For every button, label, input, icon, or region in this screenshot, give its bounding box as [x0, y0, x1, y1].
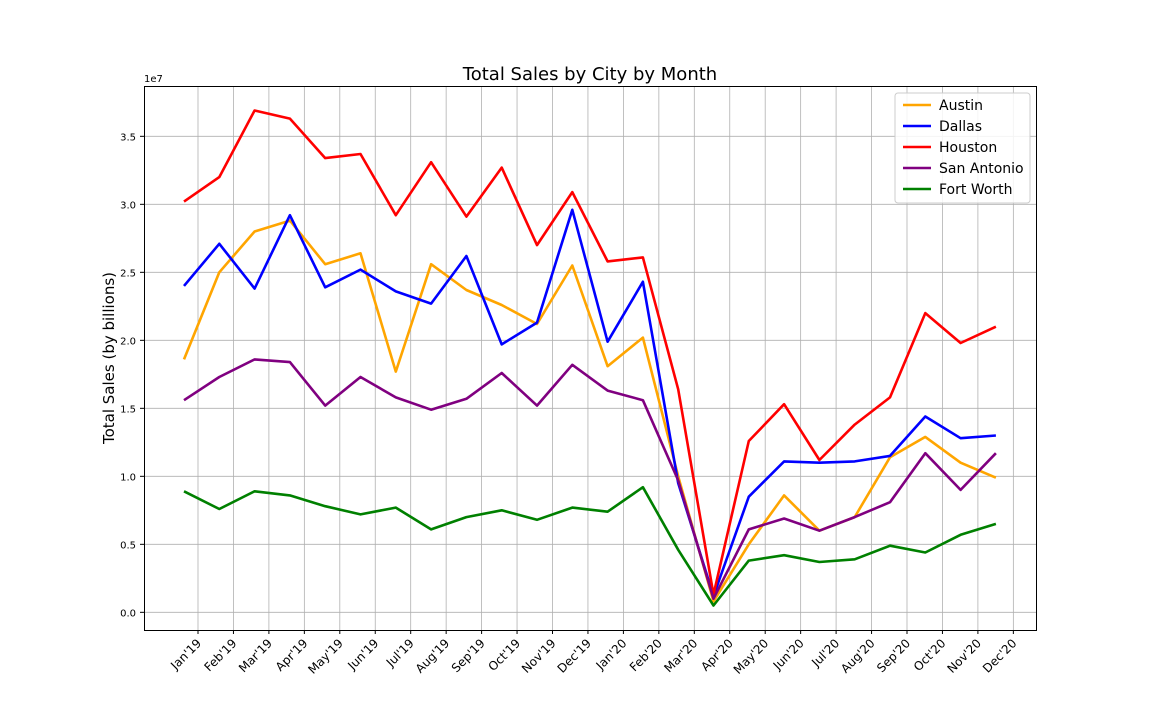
y-tick-label: 0.5: [120, 540, 136, 551]
y-tick-label: 2.5: [120, 268, 136, 279]
legend-label: Houston: [939, 140, 997, 156]
series-line-austin: [182, 219, 997, 603]
series-line-houston: [183, 109, 997, 596]
series-line-dallas: [183, 208, 996, 598]
plot-frame: [144, 86, 1037, 631]
y-tick-label: 3.5: [120, 132, 136, 143]
series-line-fort-worth: [183, 485, 997, 607]
series-lines: [182, 109, 997, 607]
chart-title: Total Sales by City by Month: [462, 64, 717, 85]
legend-label: Dallas: [939, 119, 982, 135]
y-axis-label: Total Sales (by billions): [100, 272, 118, 445]
y-axis-ticks: 0.0 0.5 1.0 1.5 2.0 2.5 3.0 3.5: [120, 132, 144, 619]
legend-label: Fort Worth: [939, 182, 1013, 198]
series-line-san-antonio: [183, 358, 997, 601]
y-tick-label: 2.0: [120, 336, 136, 347]
y-tick-label: 1.0: [120, 472, 136, 483]
y-tick-label: 0.0: [120, 608, 136, 619]
legend-label: San Antonio: [939, 161, 1024, 177]
y-tick-label: 1.5: [120, 404, 136, 415]
legend: Austin Dallas Houston San Antonio Fort Worth: [894, 92, 1031, 204]
y-tick-label: 3.0: [120, 200, 136, 211]
gridlines: [144, 86, 1036, 630]
legend-label: Austin: [939, 98, 983, 114]
legend-box: [894, 92, 1031, 204]
y-axis-offset-label: 1e7: [144, 74, 163, 85]
